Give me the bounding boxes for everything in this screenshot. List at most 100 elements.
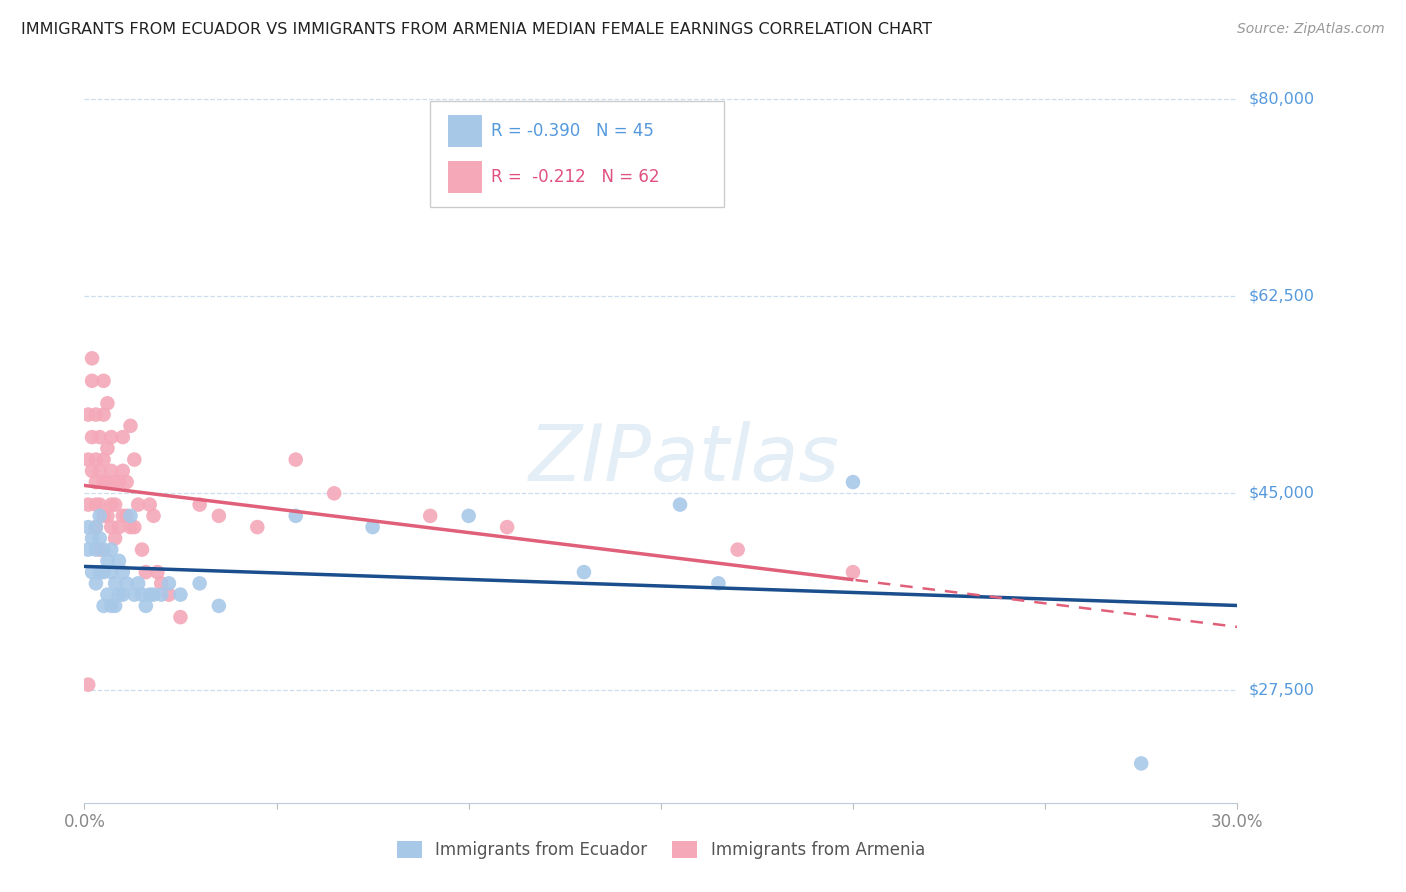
Bar — [447, 161, 482, 193]
Point — [77, 542, 100, 557]
Point — [142, 508, 165, 523]
Point — [100, 520, 122, 534]
Point — [89, 565, 111, 579]
Point — [84, 498, 107, 512]
Point — [104, 475, 127, 489]
Point — [80, 532, 103, 546]
Point — [146, 565, 169, 579]
Point — [89, 464, 111, 478]
Point — [89, 508, 111, 523]
Point — [361, 520, 384, 534]
Point — [457, 508, 479, 523]
Point — [127, 576, 149, 591]
Bar — [447, 115, 482, 147]
Point — [104, 576, 127, 591]
Point — [108, 588, 131, 602]
Point — [138, 498, 160, 512]
Point — [80, 464, 103, 478]
Point — [93, 408, 115, 422]
Point — [93, 452, 115, 467]
Point — [111, 565, 134, 579]
Point — [93, 542, 115, 557]
Point — [93, 475, 115, 489]
Point — [100, 430, 122, 444]
Point — [89, 430, 111, 444]
Point — [572, 565, 595, 579]
Point — [108, 475, 131, 489]
Point — [77, 678, 100, 692]
Point — [246, 520, 269, 534]
Point — [96, 554, 118, 568]
Point — [84, 520, 107, 534]
Text: IMMIGRANTS FROM ECUADOR VS IMMIGRANTS FROM ARMENIA MEDIAN FEMALE EARNINGS CORREL: IMMIGRANTS FROM ECUADOR VS IMMIGRANTS FR… — [21, 22, 932, 37]
Text: R =  -0.212   N = 62: R = -0.212 N = 62 — [491, 168, 659, 186]
Point — [138, 588, 160, 602]
Point — [111, 430, 134, 444]
Text: $62,500: $62,500 — [1249, 289, 1315, 304]
Point — [89, 532, 111, 546]
Point — [842, 475, 865, 489]
Text: R = -0.390   N = 45: R = -0.390 N = 45 — [491, 122, 654, 140]
Point — [135, 599, 157, 613]
Text: $45,000: $45,000 — [1249, 486, 1315, 500]
Point — [96, 508, 118, 523]
Point — [1130, 756, 1153, 771]
Point — [96, 442, 118, 456]
Point — [84, 475, 107, 489]
Point — [96, 475, 118, 489]
Point — [707, 576, 730, 591]
Point — [419, 508, 441, 523]
Point — [77, 520, 100, 534]
Point — [169, 588, 191, 602]
Point — [80, 430, 103, 444]
Point — [84, 576, 107, 591]
Point — [496, 520, 519, 534]
Point — [188, 576, 211, 591]
Text: Source: ZipAtlas.com: Source: ZipAtlas.com — [1237, 22, 1385, 37]
Point — [84, 408, 107, 422]
Point — [208, 508, 231, 523]
Point — [100, 565, 122, 579]
Point — [111, 588, 134, 602]
Point — [284, 452, 307, 467]
Point — [188, 498, 211, 512]
Point — [208, 599, 231, 613]
Point — [150, 588, 173, 602]
Point — [157, 588, 180, 602]
Point — [84, 520, 107, 534]
Point — [77, 452, 100, 467]
Point — [100, 498, 122, 512]
Point — [131, 542, 153, 557]
Point — [84, 452, 107, 467]
Legend: Immigrants from Ecuador, Immigrants from Armenia: Immigrants from Ecuador, Immigrants from… — [388, 833, 934, 868]
Point — [142, 588, 165, 602]
Point — [100, 542, 122, 557]
Point — [89, 498, 111, 512]
Point — [120, 418, 142, 433]
Point — [80, 374, 103, 388]
Point — [115, 576, 138, 591]
Point — [115, 508, 138, 523]
Point — [93, 508, 115, 523]
Point — [115, 475, 138, 489]
Point — [124, 588, 146, 602]
Point — [80, 351, 103, 366]
Point — [96, 396, 118, 410]
Text: $27,500: $27,500 — [1249, 682, 1315, 698]
Point — [323, 486, 346, 500]
Point — [131, 588, 153, 602]
Point — [135, 565, 157, 579]
Point — [100, 464, 122, 478]
Point — [104, 498, 127, 512]
Point — [93, 599, 115, 613]
Point — [108, 554, 131, 568]
Point — [77, 408, 100, 422]
FancyBboxPatch shape — [430, 101, 724, 207]
Point — [157, 576, 180, 591]
Point — [111, 464, 134, 478]
Point — [150, 576, 173, 591]
Point — [93, 565, 115, 579]
Point — [284, 508, 307, 523]
Point — [127, 498, 149, 512]
Point — [727, 542, 749, 557]
